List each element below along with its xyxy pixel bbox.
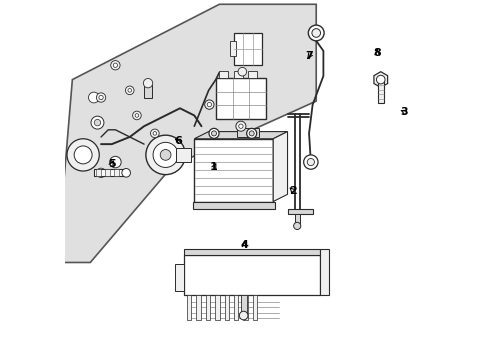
Circle shape [96,93,105,102]
Bar [319,249,328,295]
Text: 3: 3 [400,107,407,117]
Polygon shape [194,132,287,139]
Circle shape [153,132,156,135]
Circle shape [376,75,384,84]
Bar [219,71,228,78]
Text: 4: 4 [240,239,248,249]
Circle shape [99,95,103,100]
Circle shape [67,139,99,171]
Bar [113,169,119,176]
Circle shape [211,131,216,136]
Bar [377,80,383,103]
Bar [104,169,110,176]
Bar [237,128,258,137]
Circle shape [113,63,117,67]
Circle shape [143,78,152,88]
Circle shape [88,92,99,103]
Circle shape [109,156,121,168]
Circle shape [238,124,243,129]
Circle shape [135,114,139,117]
Circle shape [246,129,256,138]
Circle shape [110,60,120,70]
Polygon shape [373,72,387,87]
Bar [183,249,319,255]
Circle shape [145,135,185,175]
Bar [230,41,235,55]
Circle shape [249,131,254,136]
Circle shape [160,149,171,160]
Bar [96,169,101,176]
Bar [224,295,228,320]
Text: 1: 1 [210,162,218,172]
Bar [287,209,312,214]
Text: 6: 6 [174,136,182,145]
Circle shape [293,222,300,229]
Polygon shape [61,4,316,262]
Circle shape [125,86,134,95]
Circle shape [239,311,247,320]
Text: 7: 7 [305,51,312,61]
Bar [215,295,219,320]
Bar [205,295,210,320]
Bar [183,255,319,295]
Bar [144,85,152,98]
Circle shape [308,25,324,41]
Bar [192,202,274,209]
Bar [233,33,262,65]
Bar [243,295,247,320]
Bar [94,169,124,176]
Bar [196,295,201,320]
Circle shape [96,168,105,177]
Polygon shape [273,132,287,202]
Circle shape [207,103,211,107]
Circle shape [153,142,178,167]
Circle shape [311,29,320,37]
Bar [233,71,242,78]
Circle shape [132,111,141,120]
Circle shape [204,100,214,109]
Bar [240,295,246,315]
Circle shape [238,67,246,76]
Circle shape [128,89,131,92]
Bar [247,71,257,78]
Circle shape [208,129,219,138]
Circle shape [94,120,101,126]
Bar [233,295,238,320]
Bar [174,264,183,291]
Circle shape [235,121,245,131]
Bar [187,295,191,320]
Circle shape [91,116,104,129]
Circle shape [303,155,317,169]
Circle shape [150,129,159,138]
Bar [252,295,257,320]
Circle shape [306,158,314,166]
Circle shape [74,146,92,164]
Bar [194,139,273,202]
Bar [215,78,265,119]
Text: 8: 8 [372,48,380,58]
Text: 2: 2 [288,186,296,196]
Bar [294,214,300,225]
Bar [176,148,190,162]
Text: 5: 5 [108,159,115,169]
Circle shape [122,168,130,177]
